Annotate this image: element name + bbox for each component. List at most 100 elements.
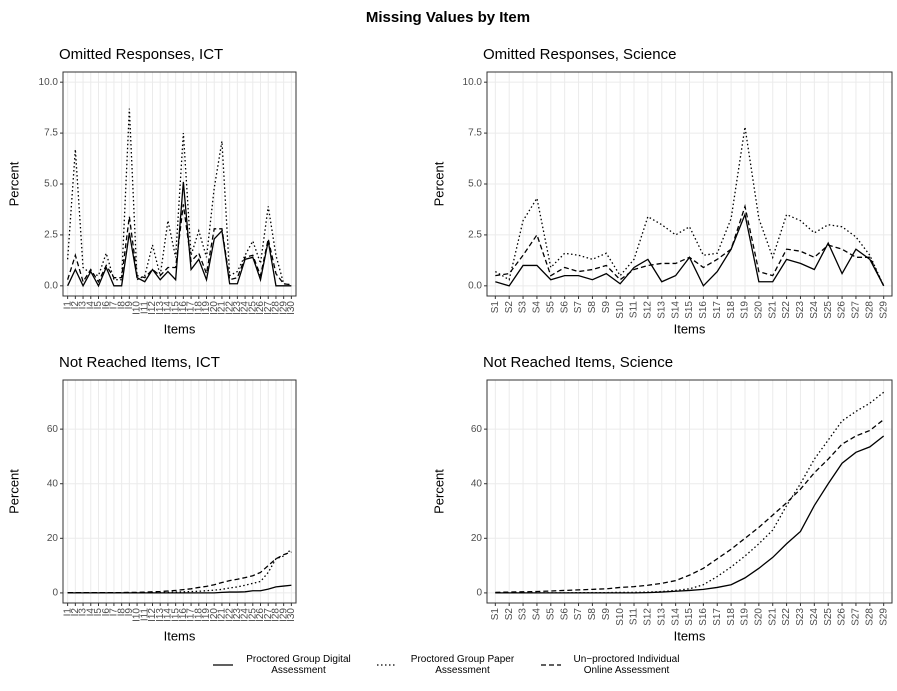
x-tick-label: I2 — [70, 608, 81, 617]
y-tick-label: 0.0 — [44, 280, 58, 291]
y-tick-label: 20 — [47, 533, 59, 544]
x-tick-label: S2 — [504, 301, 515, 314]
x-tick-label: I10 — [132, 608, 143, 622]
x-tick-label: S25 — [823, 301, 834, 319]
x-tick-label: S19 — [740, 301, 751, 319]
x-tick-label: S27 — [851, 608, 862, 626]
x-tick-label: S24 — [809, 608, 820, 626]
panel-title: Omitted Responses, Science — [483, 46, 676, 63]
x-tick-label: I3 — [78, 301, 89, 310]
x-tick-label: I30 — [286, 608, 297, 622]
x-tick-label: I18 — [193, 608, 204, 622]
x-tick-label: I27 — [263, 608, 274, 622]
x-tick-label: I29 — [278, 301, 289, 315]
x-tick-label: I22 — [224, 608, 235, 622]
x-tick-label: S12 — [643, 608, 654, 626]
x-tick-label: I26 — [255, 608, 266, 622]
x-tick-label: I24 — [240, 301, 251, 315]
x-tick-label: S26 — [837, 301, 848, 319]
x-tick-label: S10 — [615, 608, 626, 626]
x-tick-label: I29 — [278, 608, 289, 622]
y-tick-label: 60 — [471, 424, 483, 435]
plot-background — [63, 380, 296, 603]
panel: Not Reached Items, ICT0204060I1I2I3I4I5I… — [6, 354, 297, 643]
x-tick-label: S27 — [851, 301, 862, 319]
x-tick-label: S29 — [878, 301, 889, 319]
x-tick-label: I14 — [163, 301, 174, 315]
x-tick-label: S24 — [809, 301, 820, 319]
x-tick-label: I20 — [209, 301, 220, 315]
x-tick-label: I8 — [116, 608, 127, 617]
x-tick-label: S22 — [781, 301, 792, 319]
x-tick-label: I4 — [85, 301, 96, 310]
x-tick-label: I26 — [255, 301, 266, 315]
y-tick-label: 2.5 — [468, 230, 482, 241]
x-tick-label: S18 — [726, 608, 737, 626]
x-tick-label: I8 — [116, 301, 127, 310]
x-tick-label: I10 — [132, 301, 143, 315]
y-tick-label: 10.0 — [39, 77, 59, 88]
plot-border — [486, 379, 893, 604]
x-tick-label: S13 — [656, 608, 667, 626]
x-tick-label: S21 — [767, 608, 778, 626]
x-tick-label: S25 — [823, 608, 834, 626]
x-tick-label: S17 — [712, 608, 723, 626]
x-tick-label: I1 — [62, 608, 73, 617]
x-tick-label: I17 — [186, 608, 197, 622]
x-tick-label: I9 — [124, 301, 135, 310]
legend-label: Un−proctored Individual Online Assessmen… — [573, 654, 680, 676]
panel-title: Not Reached Items, ICT — [59, 354, 220, 371]
x-tick-label: S5 — [545, 301, 556, 314]
legend-item: Proctored Group Paper Assessment — [376, 654, 522, 676]
y-tick-label: 7.5 — [44, 128, 58, 139]
x-tick-label: I23 — [232, 608, 243, 622]
x-tick-label: I25 — [247, 608, 258, 622]
x-tick-label: S18 — [726, 301, 737, 319]
x-tick-label: I2 — [70, 301, 81, 310]
x-tick-label: S6 — [559, 301, 570, 314]
x-tick-label: S4 — [532, 301, 543, 314]
x-tick-label: I15 — [170, 301, 181, 315]
x-tick-label: S2 — [504, 608, 515, 621]
x-tick-label: I20 — [209, 608, 220, 622]
y-axis-label: Percent — [431, 469, 446, 514]
panel-title: Not Reached Items, Science — [483, 354, 673, 371]
x-axis-label: Items — [674, 628, 706, 643]
panel-title: Omitted Responses, ICT — [59, 46, 223, 63]
x-tick-label: S14 — [670, 301, 681, 319]
y-tick-label: 20 — [471, 533, 483, 544]
x-tick-label: I15 — [170, 608, 181, 622]
x-axis-label: Items — [674, 321, 706, 336]
line-series — [67, 551, 292, 594]
line-series — [495, 391, 885, 594]
legend-key — [376, 664, 397, 666]
x-tick-label: I12 — [147, 608, 158, 622]
x-tick-label: S5 — [545, 608, 556, 621]
y-tick-label: 0 — [52, 588, 58, 599]
x-tick-label: I11 — [139, 608, 150, 622]
x-tick-label: S9 — [601, 608, 612, 621]
x-tick-label: S3 — [518, 301, 529, 314]
y-tick-label: 7.5 — [468, 128, 482, 139]
y-tick-label: 2.5 — [44, 230, 58, 241]
x-tick-label: S7 — [573, 301, 584, 314]
figure-title: Missing Values by Item — [366, 9, 530, 26]
y-axis-label: Percent — [431, 161, 446, 206]
y-tick-label: 60 — [47, 424, 59, 435]
legend-key — [540, 664, 561, 666]
x-tick-label: I6 — [101, 301, 112, 310]
x-tick-label: I14 — [163, 608, 174, 622]
x-tick-label: I21 — [217, 608, 228, 622]
x-tick-label: S17 — [712, 301, 723, 319]
x-tick-label: I23 — [232, 301, 243, 315]
x-tick-label: S16 — [698, 301, 709, 319]
x-tick-label: I16 — [178, 301, 189, 315]
panel: Omitted Responses, ICT 0.0 2.5 5.0 7.5 10.0 I1… — [6, 46, 297, 336]
x-tick-label: S4 — [532, 608, 543, 621]
y-tick-label: 0 — [476, 588, 482, 599]
legend-item: Proctored Group Digital Assessment — [212, 654, 358, 676]
x-tick-label: S10 — [615, 301, 626, 319]
